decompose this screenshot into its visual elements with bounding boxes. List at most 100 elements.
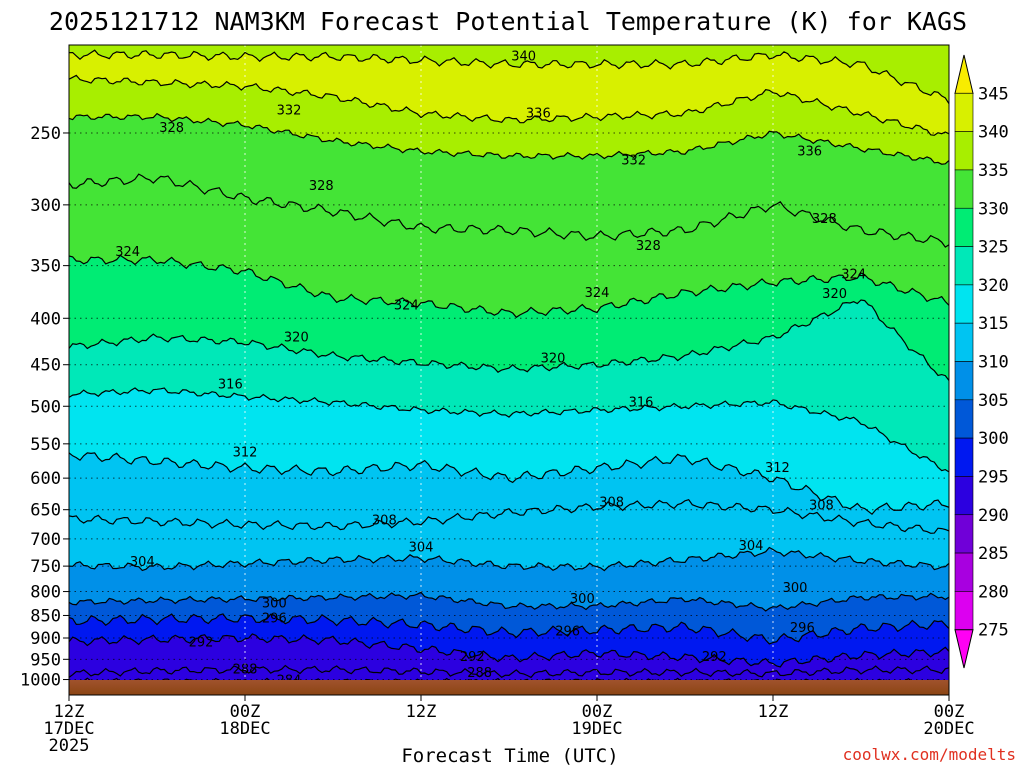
colorbar-band-12: [954, 514, 974, 554]
colorbar-band-8: [954, 361, 974, 401]
x-axis-label: Forecast Time (UTC): [401, 745, 618, 767]
contour-300: [69, 591, 949, 612]
contour-label-324: 324: [585, 286, 610, 301]
contour-label-316: 316: [218, 377, 243, 392]
contour-332: [69, 112, 949, 165]
colorbar-band-7: [954, 322, 974, 362]
y-tick-label-1000: 1000: [20, 671, 61, 691]
contour-label-308: 308: [599, 495, 624, 510]
contour-label-336: 336: [526, 107, 551, 122]
contour-label-320: 320: [822, 287, 847, 302]
x-tick-label-24-0: 12Z: [406, 702, 437, 722]
contour-label-340: 340: [511, 50, 536, 65]
contour-label-304: 304: [739, 539, 764, 554]
colorbar-label-315: 315: [978, 314, 1009, 334]
y-tick-label-800: 800: [30, 583, 61, 603]
contour-labels: 340 336 336 332 332 328 328 328 328 324 324 324 324 3…: [115, 50, 866, 689]
y-tick-label-650: 650: [30, 501, 61, 521]
contour-label-332: 332: [621, 153, 646, 168]
colorbar-arrow-bottom: [954, 629, 974, 669]
x-tick-label-0-2: 2025: [49, 736, 90, 756]
colorbar-label-340: 340: [978, 123, 1009, 143]
contour-label-300: 300: [570, 592, 595, 607]
colorbar-label-325: 325: [978, 238, 1009, 258]
colorbar-label-310: 310: [978, 353, 1009, 373]
y-tick-label-600: 600: [30, 469, 61, 489]
x-tick-label-36-0: 00Z: [582, 702, 613, 722]
colorbar-label-320: 320: [978, 276, 1009, 296]
ground-surface: [69, 680, 949, 695]
contour-label-328: 328: [812, 212, 837, 227]
colorbar-band-1: [954, 93, 974, 132]
y-tick-label-900: 900: [30, 629, 61, 649]
colorbar-arrow-top: [954, 54, 974, 94]
contour-316: [69, 387, 949, 473]
contour-label-296: 296: [262, 612, 287, 627]
contour-label-308: 308: [372, 513, 397, 528]
contour-label-308: 308: [809, 498, 834, 513]
credit-text: coolwx.com/modelts: [843, 745, 1016, 764]
contour-label-332: 332: [277, 103, 302, 118]
colorbar-label-295: 295: [978, 467, 1009, 487]
x-tick-label-36-1: 19DEC: [571, 719, 622, 739]
contour-label-288: 288: [467, 666, 492, 681]
y-tick-label-500: 500: [30, 397, 61, 417]
contour-label-328: 328: [159, 121, 184, 136]
plot-frame: [68, 44, 950, 696]
chart-title: 2025121712 NAM3KM Forecast Potential Tem…: [49, 7, 967, 36]
y-axis: 250 300 350 400 450 500 550 600 650 700 750 800 850 9…: [20, 124, 69, 691]
contour-320: [69, 299, 949, 381]
contour-label-316: 316: [629, 395, 654, 410]
contour-label-320: 320: [284, 331, 309, 346]
contour-328: [69, 173, 949, 248]
contour-label-288: 288: [233, 663, 258, 678]
contour-292: [69, 633, 949, 668]
colorbar-label-280: 280: [978, 582, 1009, 602]
contour-label-300: 300: [262, 597, 287, 612]
x-tick-label-48-0: 12Z: [758, 702, 789, 722]
contour-label-292: 292: [702, 650, 727, 665]
grid-lines: [69, 45, 949, 695]
plot-area: 340 336 336 332 332 328 328 328 328 324 324 324 324 3…: [69, 45, 949, 695]
contour-label-328: 328: [309, 179, 334, 194]
contour-label-312: 312: [765, 461, 790, 476]
y-tick-label-400: 400: [30, 309, 61, 329]
colorbar-label-335: 335: [978, 161, 1009, 181]
colorbar-band-14: [954, 591, 974, 630]
contour-label-296: 296: [790, 621, 815, 636]
contour-label-324: 324: [394, 298, 419, 313]
contour-label-300: 300: [783, 581, 808, 596]
contour-label-320: 320: [541, 352, 566, 367]
contour-304: [69, 546, 949, 572]
contour-label-292: 292: [460, 650, 485, 665]
contour-340: [69, 49, 949, 105]
y-tick-label-950: 950: [30, 650, 61, 670]
contour-label-324: 324: [115, 245, 140, 260]
x-tick-label-0-0: 12Z: [54, 702, 85, 722]
colorbar-label-275: 275: [978, 621, 1009, 641]
contour-label-336: 336: [797, 144, 822, 159]
colorbar-band-10: [954, 437, 974, 477]
contour-296: [69, 613, 949, 645]
colorbar-label-290: 290: [978, 506, 1009, 526]
contour-lines: [69, 49, 949, 687]
colorbar-band-11: [954, 476, 974, 516]
y-tick-label-700: 700: [30, 530, 61, 550]
contour-label-296: 296: [555, 624, 580, 639]
contour-label-304: 304: [409, 540, 434, 555]
colorbar-label-330: 330: [978, 199, 1009, 219]
colorbar-band-6: [954, 284, 974, 324]
y-tick-label-850: 850: [30, 606, 61, 626]
x-tick-label-12-0: 00Z: [230, 702, 261, 722]
contour-label-312: 312: [233, 445, 258, 460]
y-tick-label-750: 750: [30, 557, 61, 577]
colorbar-label-305: 305: [978, 391, 1009, 411]
colorbar-band-9: [954, 399, 974, 439]
contour-308: [69, 499, 949, 534]
colorbar-label-285: 285: [978, 544, 1009, 564]
y-tick-label-350: 350: [30, 257, 61, 277]
colorbar-label-345: 345: [978, 84, 1009, 104]
contour-288: [69, 664, 949, 679]
